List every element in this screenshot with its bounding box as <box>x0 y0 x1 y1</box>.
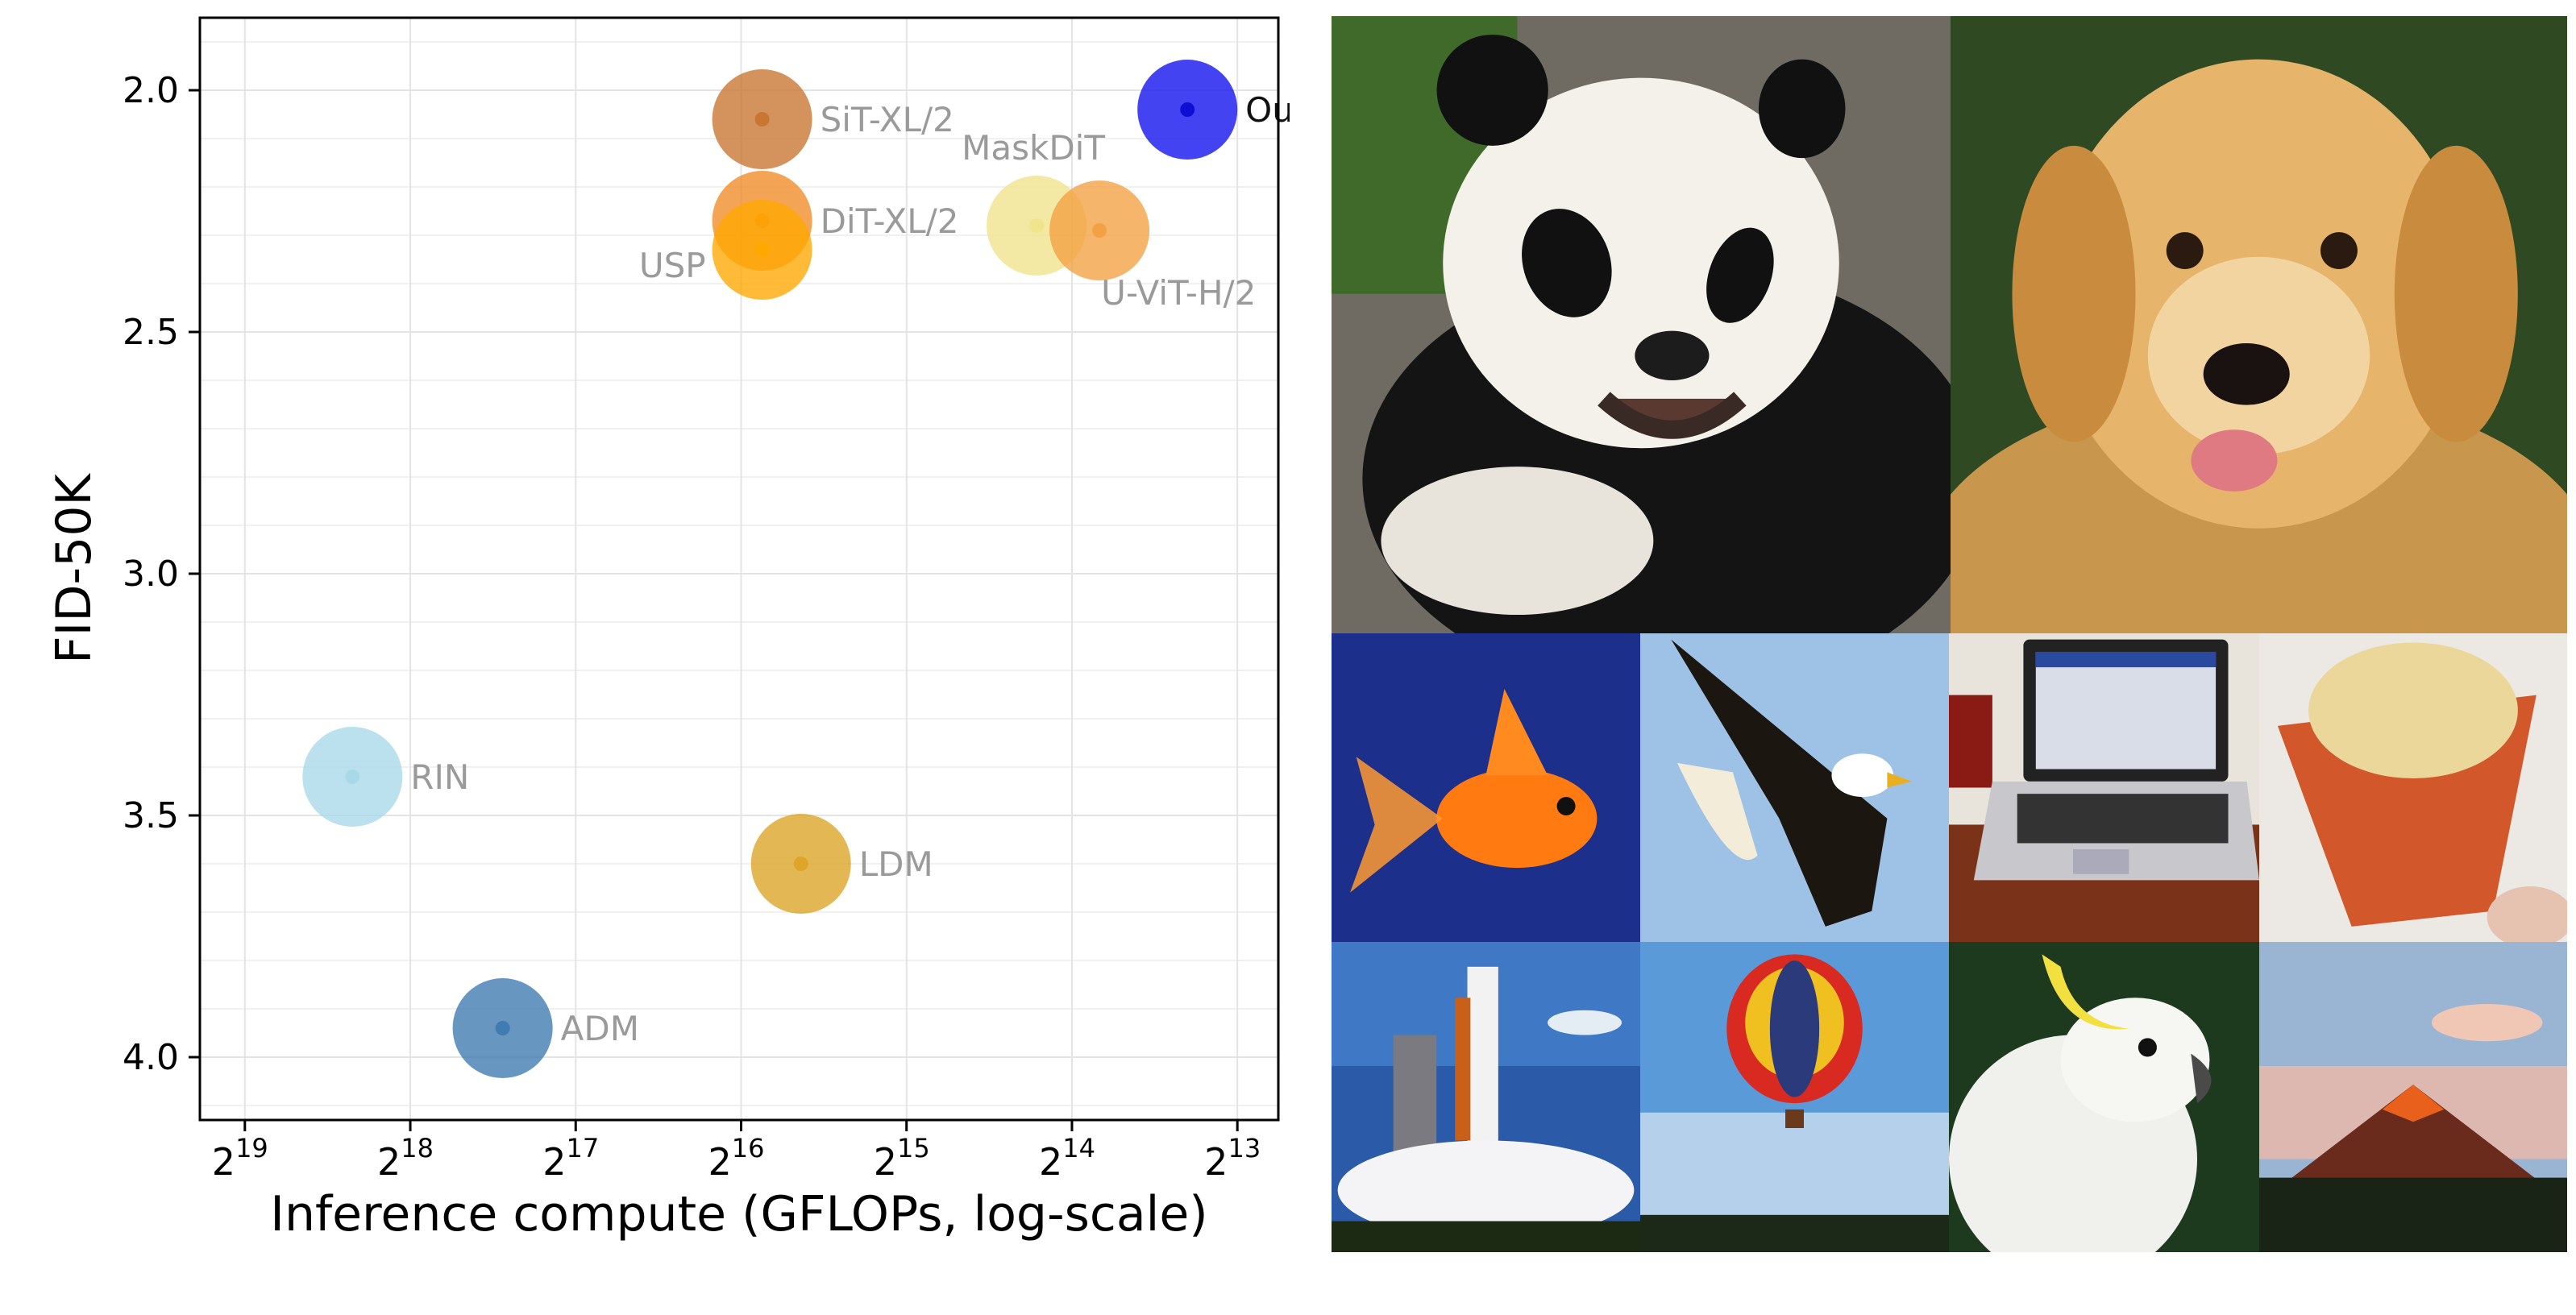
point-center-ldm <box>793 857 808 871</box>
cockatoo-image <box>1949 942 2259 1252</box>
label-dit-xl-2: DiT-XL/2 <box>821 201 959 241</box>
label-ldm: LDM <box>859 844 933 884</box>
y-tick-label: 3.0 <box>123 554 179 595</box>
scatter-chart: 219 218 217 216 215 214 213 2.0 2.5 3.0 3.5 4.0 SiT… <box>46 16 1290 1242</box>
label-usp: USP <box>639 246 706 285</box>
x-tick-label: 213 <box>1204 1133 1261 1184</box>
x-axis-label: Inference compute (GFLOPs, log-scale) <box>270 1186 1207 1242</box>
golden-retriever-image <box>1951 16 2567 633</box>
goldfish-image <box>1332 633 1640 942</box>
point-center-adm <box>495 1021 510 1035</box>
grid <box>200 18 1278 1120</box>
y-axis-label: FID-50K <box>46 472 102 663</box>
label-ours: Ours <box>1245 90 1290 130</box>
y-tick-label: 4.0 <box>123 1037 179 1078</box>
bald-eagle-image <box>1640 633 1949 942</box>
x-tick-label: 219 <box>212 1133 268 1184</box>
space-shuttle-image <box>1332 942 1640 1252</box>
data-points <box>302 60 1238 1078</box>
label-maskdit: MaskDiT <box>962 128 1105 168</box>
hot-air-balloon-image <box>1640 942 1949 1252</box>
x-tick-label: 215 <box>874 1133 930 1184</box>
point-center-usp <box>754 243 770 257</box>
x-tick-label: 216 <box>708 1133 764 1184</box>
plot-frame <box>198 16 1280 1122</box>
label-sit-xl-2: SiT-XL/2 <box>821 100 954 139</box>
point-center-rin <box>345 770 360 784</box>
point-labels: SiT-XL/2 DiT-XL/2 USP MaskDiT U-ViT-H/2 Ours R… <box>410 90 1290 1048</box>
ice-cream-image <box>2259 633 2567 942</box>
point-center-ours <box>1180 102 1195 117</box>
x-tick-label: 218 <box>377 1133 434 1184</box>
label-rin: RIN <box>410 757 469 797</box>
laptop-image <box>1949 633 2259 942</box>
point-center-u-vit-h-2 <box>1092 223 1107 238</box>
point-center-maskdit <box>1029 218 1045 233</box>
x-tick-label: 214 <box>1039 1133 1095 1184</box>
x-tick-label: 217 <box>542 1133 599 1184</box>
label-adm: ADM <box>561 1009 639 1048</box>
panda-image <box>1332 16 1951 633</box>
point-center-sit-xl-2 <box>754 112 770 127</box>
y-tick-label: 2.5 <box>123 312 179 353</box>
axes: 219 218 217 216 215 214 213 2.0 2.5 3.0 3.5 4.0 <box>123 70 1261 1184</box>
y-tick-label: 3.5 <box>123 795 179 836</box>
volcano-image <box>2259 942 2567 1252</box>
y-tick-label: 2.0 <box>123 70 179 111</box>
label-u-vit-h-2: U-ViT-H/2 <box>1101 273 1256 313</box>
